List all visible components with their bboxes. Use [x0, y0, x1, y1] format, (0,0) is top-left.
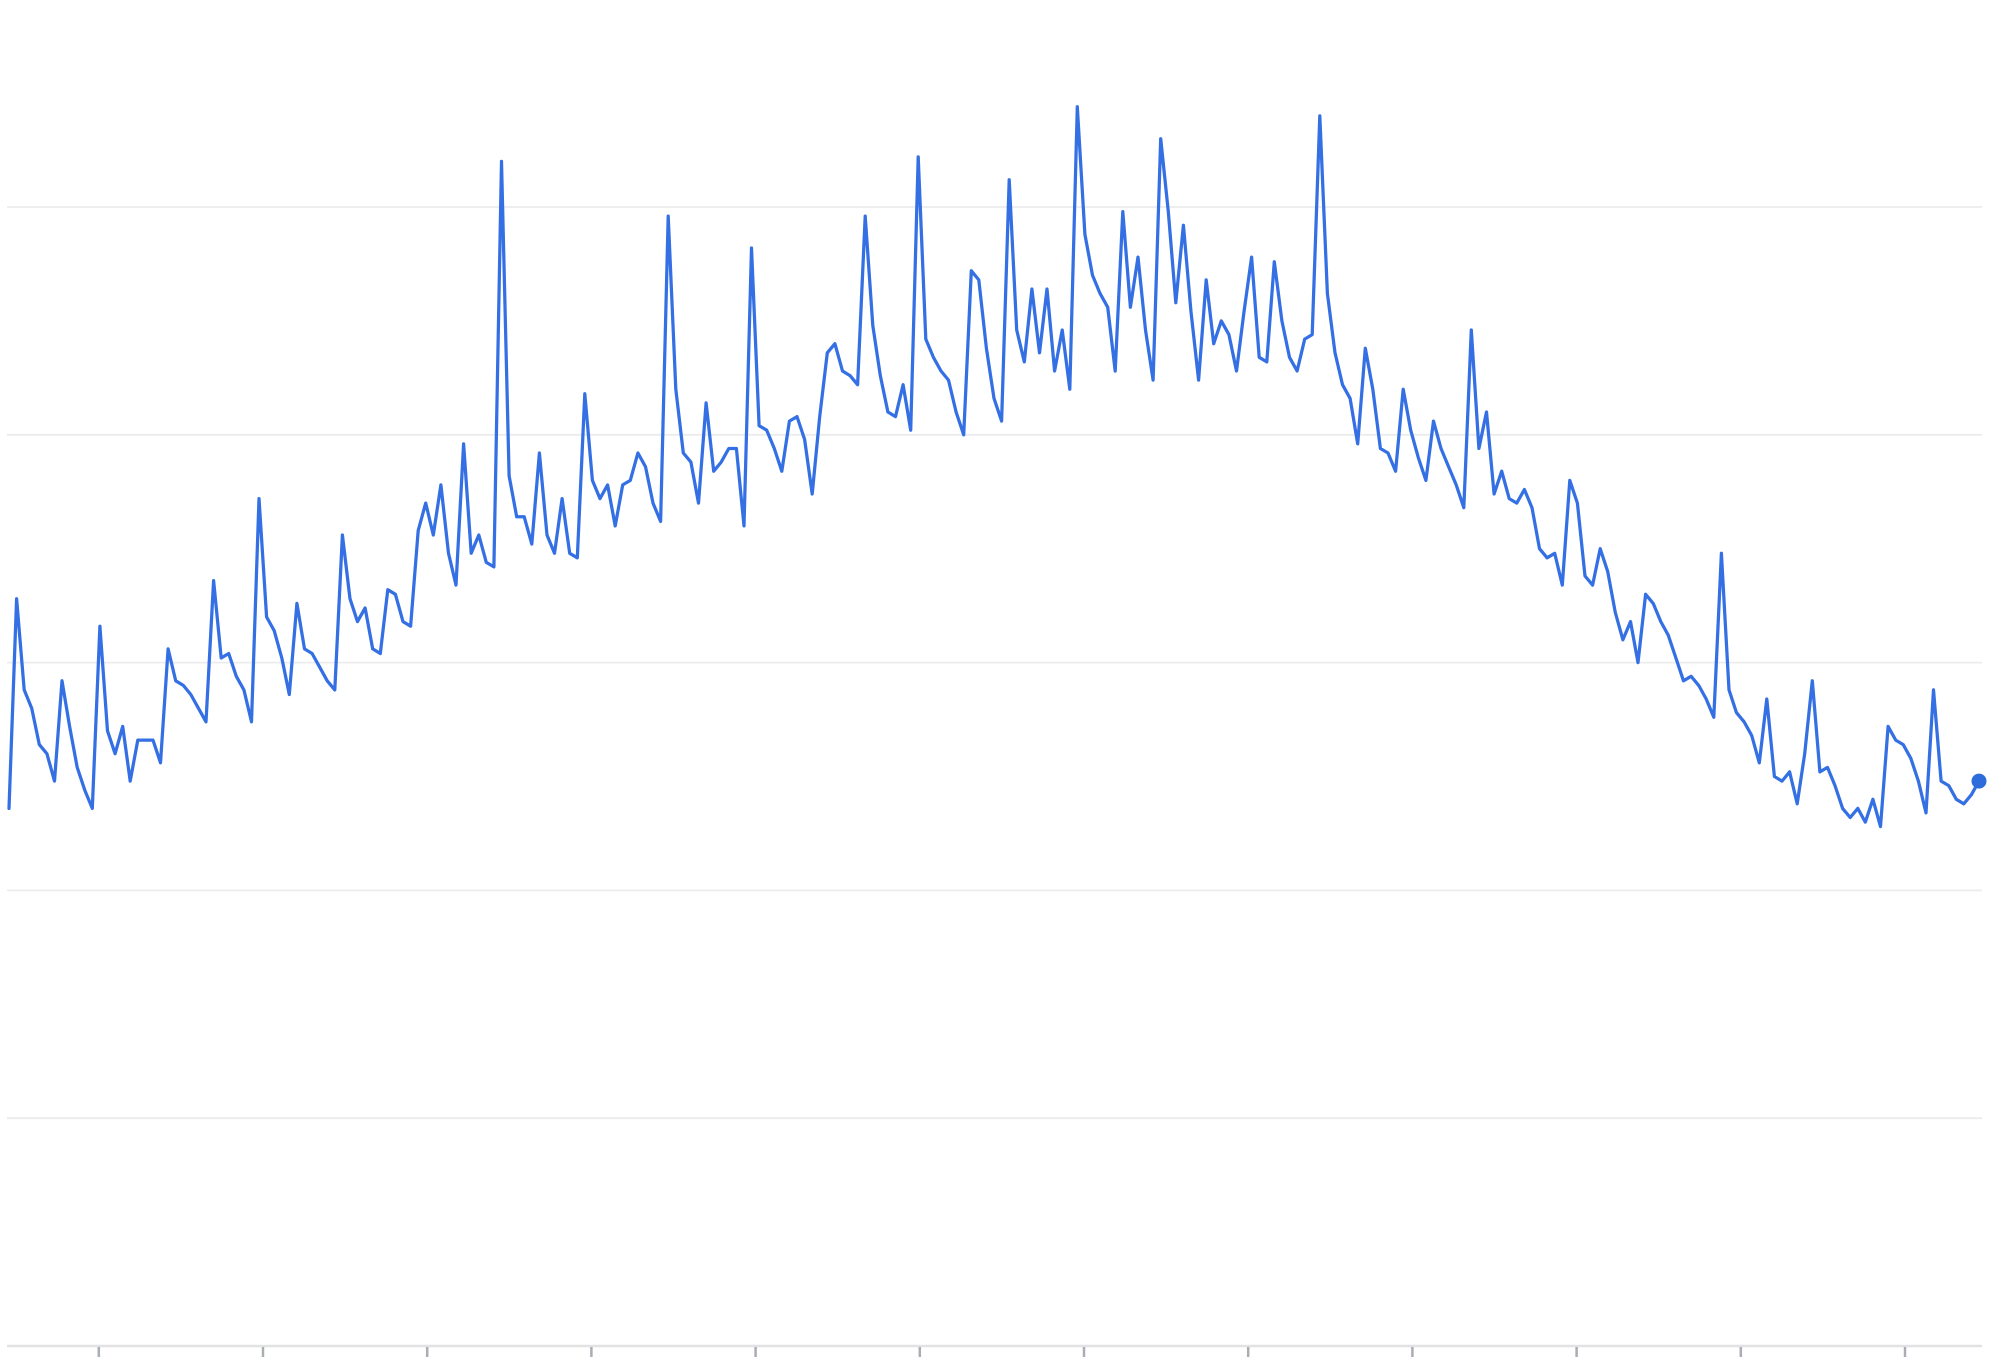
endpoint-marker — [1971, 773, 1987, 789]
trend-line — [7, 105, 1981, 829]
